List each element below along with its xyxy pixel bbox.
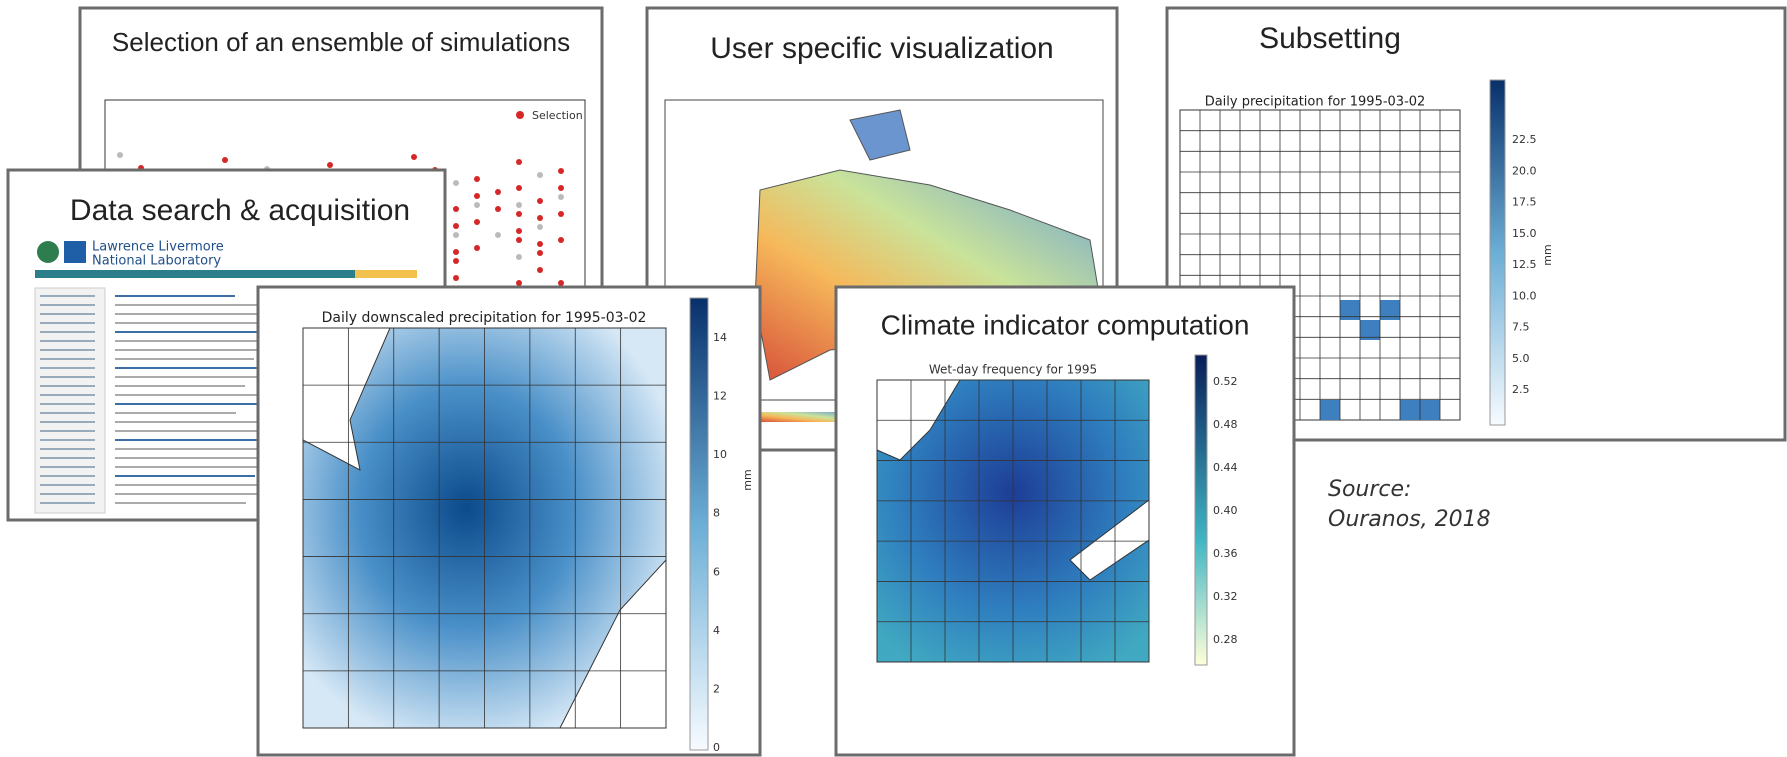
colorbar-tick-label: 0.28 bbox=[1213, 633, 1238, 646]
colorbar-tick-label: 4 bbox=[713, 624, 720, 637]
colorbar bbox=[1195, 355, 1207, 665]
scatter-dot bbox=[411, 154, 417, 160]
colorbar-tick-label: 20.0 bbox=[1512, 164, 1537, 177]
scatter-dot bbox=[474, 219, 480, 225]
scatter-dot bbox=[474, 193, 480, 199]
scatter-dot bbox=[222, 157, 228, 163]
scatter-dot bbox=[537, 224, 543, 230]
scatter-dot bbox=[558, 280, 564, 286]
colorbar-tick-label: 0 bbox=[713, 741, 720, 754]
source-text: Source: bbox=[1328, 477, 1411, 502]
colorbar-tick-label: 0.52 bbox=[1213, 375, 1238, 388]
colorbar-unit: mm bbox=[741, 469, 754, 490]
scatter-dot bbox=[516, 254, 522, 260]
scatter-dot bbox=[537, 267, 543, 273]
scatter-dot bbox=[327, 162, 333, 168]
legend-marker bbox=[516, 111, 524, 119]
colorbar-tick-label: 0.44 bbox=[1213, 461, 1238, 474]
scatter-dot bbox=[558, 237, 564, 243]
scatter-dot bbox=[453, 206, 459, 212]
scatter-dot bbox=[537, 172, 543, 178]
scatter-dot bbox=[453, 223, 459, 229]
scatter-dot bbox=[537, 215, 543, 221]
panel-title: Climate indicator computation bbox=[881, 309, 1250, 340]
scatter-dot bbox=[474, 176, 480, 182]
scatter-dot bbox=[117, 152, 123, 158]
sidebar bbox=[35, 288, 105, 513]
scatter-dot bbox=[474, 202, 480, 208]
scatter-dot bbox=[495, 189, 501, 195]
colorbar-tick-label: 0.40 bbox=[1213, 504, 1238, 517]
scatter-dot bbox=[453, 275, 459, 281]
grid-cell bbox=[1400, 400, 1420, 420]
nav-bar bbox=[35, 270, 355, 278]
colorbar-tick-label: 5.0 bbox=[1512, 352, 1530, 365]
colorbar-tick-label: 17.5 bbox=[1512, 196, 1537, 209]
scatter-dot bbox=[537, 241, 543, 247]
downscaled-panel: Daily downscaled precipitation for 1995-… bbox=[258, 287, 760, 755]
colorbar-tick-label: 2.5 bbox=[1512, 383, 1530, 396]
colorbar-tick-label: 14 bbox=[713, 331, 727, 344]
indicator-panel: Climate indicator computation Wet-day fr… bbox=[836, 287, 1294, 755]
collage: Selection of an ensemble of simulations … bbox=[0, 0, 1787, 757]
colorbar-tick-label: 8 bbox=[713, 507, 720, 520]
colorbar-tick-label: 12 bbox=[713, 390, 727, 403]
scatter-dot bbox=[495, 232, 501, 238]
colorbar-unit: mm bbox=[1541, 244, 1554, 265]
scatter-dot bbox=[558, 168, 564, 174]
colorbar-tick-label: 0.48 bbox=[1213, 418, 1238, 431]
plot-title: Daily precipitation for 1995-03-02 bbox=[1205, 95, 1426, 110]
scatter-dot bbox=[516, 228, 522, 234]
scatter-dot bbox=[558, 194, 564, 200]
colorbar-tick-label: 0.36 bbox=[1213, 547, 1238, 560]
scatter-dot bbox=[516, 211, 522, 217]
scatter-dot bbox=[516, 202, 522, 208]
logo-icon bbox=[64, 241, 86, 263]
scatter-dot bbox=[516, 185, 522, 191]
logo-icon bbox=[37, 241, 59, 263]
scatter-dot bbox=[495, 206, 501, 212]
scatter-dot bbox=[453, 258, 459, 264]
scatter-dot bbox=[516, 159, 522, 165]
colorbar bbox=[690, 298, 708, 750]
colorbar-tick-label: 22.5 bbox=[1512, 133, 1537, 146]
nav-bar bbox=[355, 270, 417, 278]
logo-text: Lawrence Livermore bbox=[92, 240, 224, 255]
colorbar-tick-label: 7.5 bbox=[1512, 321, 1530, 334]
colorbar-tick-label: 10.0 bbox=[1512, 289, 1537, 302]
scatter-dot bbox=[516, 280, 522, 286]
colorbar-tick-label: 6 bbox=[713, 565, 720, 578]
scatter-dot bbox=[516, 237, 522, 243]
colorbar-tick-label: 12.5 bbox=[1512, 258, 1537, 271]
colorbar-tick-label: 2 bbox=[713, 682, 720, 695]
scatter-dot bbox=[453, 249, 459, 255]
colorbar-tick-label: 10 bbox=[713, 448, 727, 461]
colorbar-tick-label: 15.0 bbox=[1512, 227, 1537, 240]
legend-label: Selection bbox=[532, 109, 583, 122]
scatter-dot bbox=[537, 250, 543, 256]
panel-title: Subsetting bbox=[1259, 22, 1401, 55]
colorbar bbox=[1490, 80, 1505, 425]
scatter-dot bbox=[558, 211, 564, 217]
plot-title: Daily downscaled precipitation for 1995-… bbox=[322, 310, 647, 326]
grid-cell bbox=[1420, 400, 1440, 420]
grid-cell bbox=[1320, 400, 1340, 420]
scatter-dot bbox=[453, 232, 459, 238]
scatter-dot bbox=[474, 245, 480, 251]
logo-text: National Laboratory bbox=[92, 254, 221, 269]
panel-title: Selection of an ensemble of simulations bbox=[112, 27, 570, 57]
panel-title: User specific visualization bbox=[710, 32, 1053, 65]
source-text: Ouranos, 2018 bbox=[1328, 507, 1491, 532]
scatter-dot bbox=[558, 185, 564, 191]
scatter-dot bbox=[453, 180, 459, 186]
plot-title: Wet-day frequency for 1995 bbox=[929, 363, 1097, 377]
scatter-dot bbox=[537, 198, 543, 204]
colorbar-tick-label: 0.32 bbox=[1213, 590, 1238, 603]
panel-title: Data search & acquisition bbox=[70, 194, 410, 227]
